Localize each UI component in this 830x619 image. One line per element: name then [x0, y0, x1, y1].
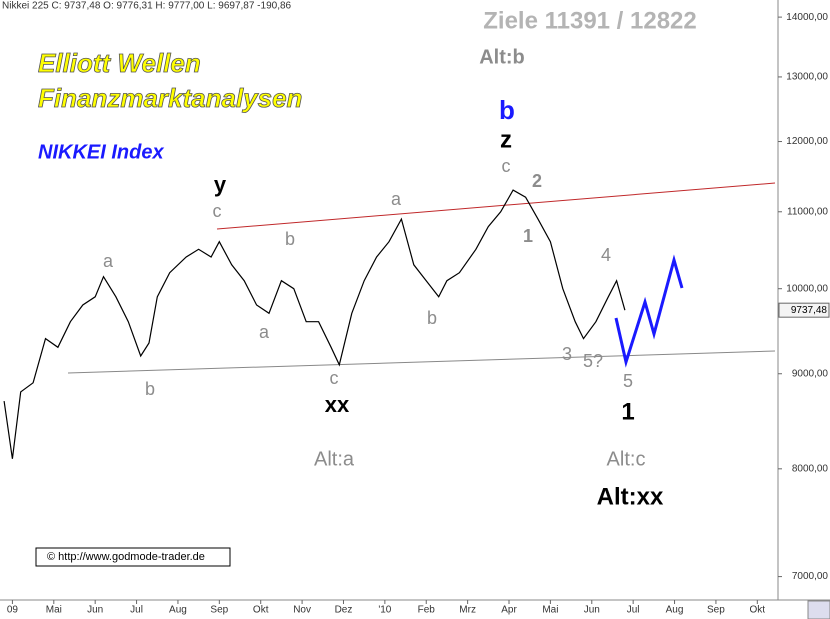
alt-label: Alt:a [314, 448, 355, 470]
x-tick-label: Okt [750, 605, 766, 616]
upper-trendline [216, 182, 776, 230]
y-tick-label: 13000,00 [786, 72, 828, 83]
y-tick-label: 8000,00 [792, 463, 829, 474]
title: Finanzmarktanalysen [38, 83, 302, 113]
wave-label: a [259, 322, 270, 342]
wave-label: b [427, 308, 437, 328]
wave-label: b [499, 95, 515, 125]
alt-label: Alt:xx [597, 483, 664, 510]
wave-label: a [391, 189, 402, 209]
y-tick-label: 12000,00 [786, 136, 828, 147]
x-tick-label: Apr [501, 605, 517, 616]
header: Nikkei 225 C: 9737,48 O: 9776,31 H: 9777… [2, 1, 292, 12]
y-tick-label: 10000,00 [786, 283, 828, 294]
wave-label: c [213, 201, 222, 221]
wave-label: c [330, 368, 339, 388]
x-tick-label: Aug [169, 605, 187, 616]
x-tick-label: Okt [253, 605, 269, 616]
x-tick-label: '10 [378, 605, 391, 616]
x-tick-label: Jun [87, 605, 103, 616]
x-tick-label: Mai [542, 605, 558, 616]
wave-label: 1 [523, 226, 533, 246]
wave-label: 4 [601, 245, 611, 265]
x-tick-label: Jun [584, 605, 600, 616]
x-tick-label: Mrz [459, 605, 476, 616]
y-tick-label: 14000,00 [786, 12, 828, 23]
price-tag-box [778, 302, 830, 318]
y-tick-label: 7000,00 [792, 571, 829, 582]
wave-label: 3 [562, 344, 572, 364]
subtitle: NIKKEI Index [38, 141, 164, 163]
x-tick-label: Aug [666, 605, 684, 616]
title: Elliott Wellen [38, 48, 201, 78]
wave-label: 2 [532, 171, 542, 191]
wave-label: c [502, 156, 511, 176]
wave-label: y [214, 172, 227, 197]
wave-label: 5? [583, 351, 603, 371]
x-tick-label: Nov [293, 605, 311, 616]
target-label: Ziele 11391 / 12822 [483, 7, 697, 34]
alt-label: Alt:c [607, 448, 646, 470]
x-tick-label: Jul [130, 605, 143, 616]
x-tick-label: Feb [418, 605, 436, 616]
wave-label: z [500, 126, 512, 153]
copyright: © http://www.godmode-trader.de [47, 551, 205, 563]
wave-label: b [145, 379, 155, 399]
x-tick-label: 09 [7, 605, 19, 616]
wave-label: 5 [623, 371, 633, 391]
corner-button[interactable] [807, 600, 830, 619]
wave-label: xx [325, 392, 350, 417]
x-tick-label: Jul [627, 605, 640, 616]
wave-label: 1 [621, 398, 634, 425]
x-tick-label: Sep [210, 605, 228, 616]
y-tick-label: 9000,00 [792, 368, 829, 379]
wave-label: b [285, 229, 295, 249]
lower-trendline [67, 350, 776, 374]
copyright-box [35, 547, 231, 567]
price-line [3, 189, 626, 459]
x-tick-label: Mai [46, 605, 62, 616]
x-tick-label: Dez [335, 605, 353, 616]
x-tick-label: Sep [707, 605, 725, 616]
wave-label: a [103, 251, 114, 271]
projection-path [614, 254, 684, 368]
price-tag-label: 9737,48 [791, 305, 828, 316]
y-tick-label: 11000,00 [787, 206, 828, 217]
wave-label: Alt:b [479, 46, 525, 68]
